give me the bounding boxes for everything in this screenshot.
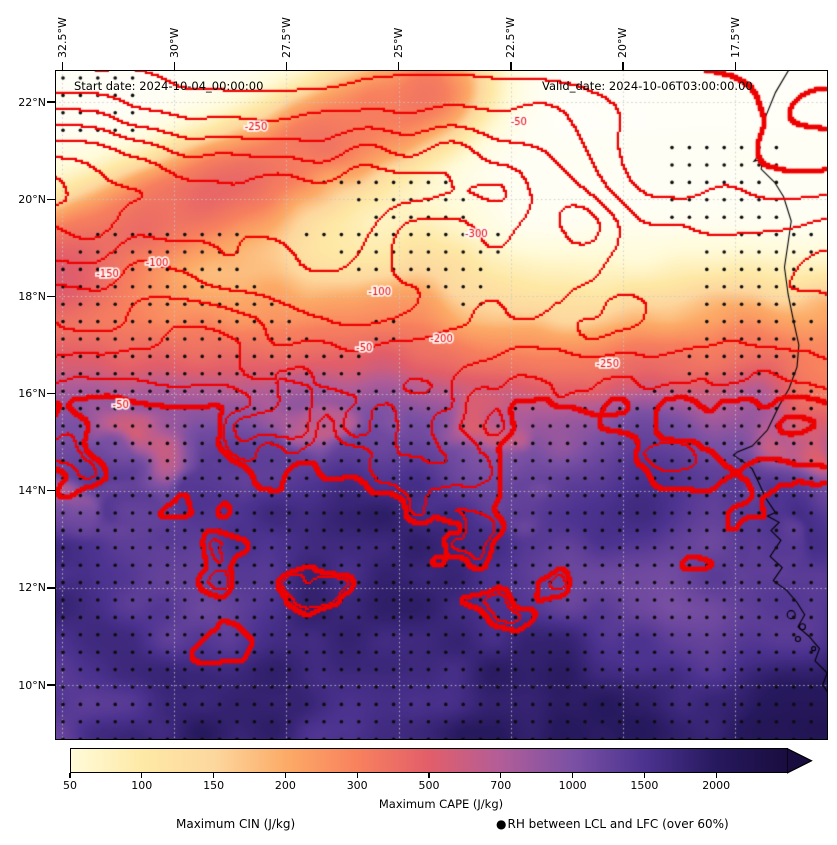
colorbar-tick-mark <box>213 773 215 778</box>
x-tick-mark <box>510 61 512 70</box>
colorbar-tick-label: 50 <box>63 779 77 792</box>
colorbar-tick-label: 700 <box>490 779 512 792</box>
x-tick-mark <box>285 61 288 70</box>
x-tick-label: 17.5°W <box>728 17 742 58</box>
x-tick-label: 22.5°W <box>504 17 518 58</box>
colorbar-tick-mark <box>141 773 143 778</box>
colorbar-tick-label: 150 <box>203 779 225 792</box>
y-tick-label: 14°N <box>18 484 46 498</box>
colorbar-tick-label: 100 <box>131 779 153 792</box>
x-tick-mark <box>173 61 176 70</box>
colorbar-tick-mark <box>428 773 430 778</box>
x-tick-label: 20°W <box>616 27 630 58</box>
cin-legend-label: Maximum CIN (J/kg) <box>176 817 296 831</box>
colorbar-tick-mark <box>356 773 358 778</box>
y-tick-mark <box>46 490 55 492</box>
start-date-label: Start date: 2024-10-04_00:00:00 <box>74 79 264 93</box>
x-tick-mark <box>734 61 736 70</box>
colorbar-tick-mark <box>284 773 286 778</box>
y-tick-label: 20°N <box>18 192 46 206</box>
y-tick-mark <box>46 101 55 103</box>
colorbar-extend-arrow <box>787 747 813 774</box>
colorbar <box>70 748 788 773</box>
rh-dot-icon: ● <box>496 817 507 831</box>
colorbar-tick-mark <box>69 773 71 778</box>
cape-map-canvas <box>55 70 828 740</box>
x-tick-mark <box>622 61 624 70</box>
colorbar-tick-label: 2000 <box>702 779 731 792</box>
rh-legend-label: RH between LCL and LFC (over 60%) <box>507 817 729 831</box>
colorbar-tick-mark <box>500 773 502 778</box>
y-tick-mark <box>46 392 55 395</box>
colorbar-label: Maximum CAPE (J/kg) <box>378 797 504 811</box>
y-tick-mark <box>46 684 55 686</box>
x-tick-label: 30°W <box>167 27 181 58</box>
colorbar-tick-label: 500 <box>418 779 440 792</box>
colorbar-tick-mark <box>572 773 574 778</box>
y-tick-label: 18°N <box>18 289 46 303</box>
colorbar-tick-mark <box>715 773 717 778</box>
colorbar-tick-label: 1000 <box>558 779 587 792</box>
y-tick-mark <box>46 295 55 298</box>
x-tick-mark <box>61 61 63 70</box>
y-tick-mark <box>46 198 55 200</box>
x-tick-label: 32.5°W <box>55 17 69 58</box>
x-tick-mark <box>398 61 400 70</box>
valid-date-label: Valid_date: 2024-10-06T03:00:00.00 <box>542 79 753 93</box>
x-tick-label: 25°W <box>392 27 406 58</box>
y-tick-label: 22°N <box>18 95 46 109</box>
y-tick-label: 16°N <box>18 387 46 401</box>
rh-legend: ●RH between LCL and LFC (over 60%) <box>496 817 729 831</box>
colorbar-tick-mark <box>643 773 645 778</box>
x-tick-label: 27.5°W <box>279 17 293 58</box>
colorbar-tick-label: 200 <box>274 779 296 792</box>
y-tick-label: 10°N <box>18 678 46 692</box>
colorbar-tick-label: 1500 <box>630 779 659 792</box>
y-tick-mark <box>46 587 55 589</box>
y-tick-label: 12°N <box>18 581 46 595</box>
colorbar-tick-label: 300 <box>346 779 368 792</box>
